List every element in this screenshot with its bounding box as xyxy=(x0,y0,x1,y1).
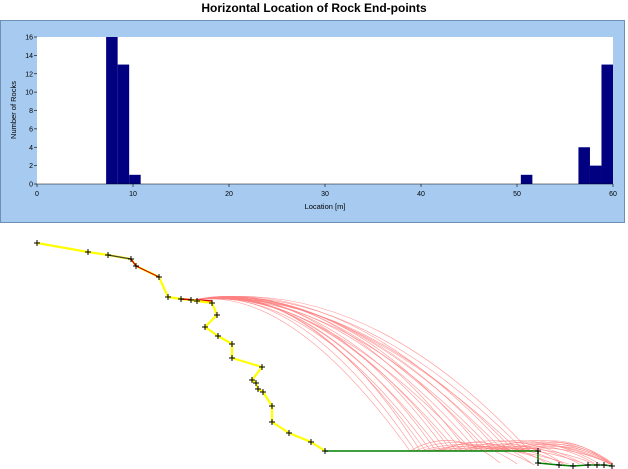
rock-trajectory xyxy=(192,297,463,452)
vertex-marker xyxy=(202,324,208,330)
histogram-panel: 0 2 4 6 8 10 12 14 16 0 10 20 30 40 50 60 Location [m]… xyxy=(0,20,625,223)
vertex-marker xyxy=(253,380,259,386)
vertex-marker xyxy=(128,256,134,262)
vertex-marker xyxy=(601,462,607,468)
histogram-bar xyxy=(117,64,130,184)
vertex-marker xyxy=(609,463,615,469)
rock-trajectory-bounce xyxy=(451,446,566,466)
vertex-marker xyxy=(188,297,194,303)
y-axis-label: Number of Rocks xyxy=(9,81,18,139)
vertex-marker xyxy=(308,439,314,445)
vertex-marker xyxy=(594,462,600,468)
slope-segment-upper xyxy=(36,241,137,267)
slope-segment-lower xyxy=(190,298,326,452)
histogram-bar xyxy=(589,165,602,184)
x-tick-label: 10 xyxy=(129,191,137,198)
histogram-svg: 0 2 4 6 8 10 12 14 16 0 10 20 30 40 50 60 Location [m]… xyxy=(9,35,617,212)
vertex-marker xyxy=(269,403,275,409)
x-tick-label: 50 xyxy=(513,191,521,198)
vertex-marker xyxy=(229,355,235,361)
vertex-marker xyxy=(156,274,162,280)
rock-trajectory xyxy=(194,298,473,452)
vertex-marker xyxy=(259,364,265,370)
rock-trajectory xyxy=(192,298,515,452)
rock-trajectory-bounce xyxy=(519,442,613,464)
x-tick-label: 40 xyxy=(417,191,425,198)
y-tick-label: 16 xyxy=(25,35,33,42)
rock-trajectories xyxy=(192,296,613,466)
y-tick-label: 0 xyxy=(29,182,33,189)
y-tick-label: 2 xyxy=(29,163,33,170)
rock-trajectory xyxy=(194,297,525,452)
vertex-marker xyxy=(570,463,576,469)
chart-title: Horizontal Location of Rock End-points xyxy=(201,1,427,15)
rock-trajectory-bounce xyxy=(482,447,597,466)
vertex-marker xyxy=(178,296,184,302)
vertex-marker xyxy=(165,294,171,300)
vertex-marker xyxy=(286,430,292,436)
plot-area xyxy=(37,37,613,184)
rock-trajectory xyxy=(196,297,484,452)
vertex-marker xyxy=(34,240,40,246)
vertex-marker xyxy=(535,460,541,466)
x-tick-label: 60 xyxy=(609,191,617,198)
x-tick-label: 0 xyxy=(35,191,39,198)
rock-trajectory-bounce xyxy=(409,440,501,464)
y-tick-label: 12 xyxy=(25,71,33,78)
rock-trajectory xyxy=(194,297,499,452)
vertex-markers xyxy=(34,240,615,469)
x-tick-label: 30 xyxy=(321,191,329,198)
histogram-bar xyxy=(129,174,141,184)
y-tick-label: 8 xyxy=(29,108,33,115)
y-tick-label: 14 xyxy=(25,53,33,60)
rock-trajectory xyxy=(195,296,530,452)
rock-trajectory-bounce xyxy=(508,447,611,465)
rock-trajectory xyxy=(195,297,478,452)
histogram-bar xyxy=(601,64,613,184)
vertex-marker xyxy=(249,377,255,383)
histogram-bar xyxy=(520,174,533,184)
rock-trajectory-bounce xyxy=(472,443,563,464)
vertex-marker xyxy=(194,298,200,304)
y-tick-label: 6 xyxy=(29,126,33,133)
vertex-marker xyxy=(535,448,541,454)
vertex-marker xyxy=(322,448,328,454)
rock-trajectory-bounce xyxy=(524,444,613,465)
vertex-marker xyxy=(269,419,275,425)
vertex-marker xyxy=(255,386,261,392)
vertex-marker xyxy=(214,312,220,318)
vertex-marker xyxy=(260,389,266,395)
y-tick-label: 4 xyxy=(29,145,33,152)
histogram-bar xyxy=(578,147,590,184)
rock-trajectory-bounce xyxy=(441,442,532,464)
rock-trajectory-bounce xyxy=(420,444,535,466)
vertex-marker xyxy=(209,300,215,306)
slope-segment-dark xyxy=(107,254,132,260)
vertex-marker xyxy=(85,249,91,255)
rock-trajectory xyxy=(193,297,520,452)
rock-trajectory xyxy=(193,297,416,452)
slope-segment-middle xyxy=(135,265,192,302)
vertex-marker xyxy=(556,462,562,468)
vertex-marker xyxy=(229,341,235,347)
y-tick-label: 10 xyxy=(25,90,33,97)
slope-segment-red xyxy=(135,265,160,278)
rock-trajectory xyxy=(193,298,494,452)
slope-segment-red xyxy=(130,258,137,267)
vertex-marker xyxy=(133,263,139,269)
vertex-marker xyxy=(585,462,591,468)
x-axis-label: Location [m] xyxy=(305,202,346,211)
vertex-marker xyxy=(215,333,221,339)
rock-trajectory xyxy=(196,296,510,452)
slope-profile xyxy=(36,241,613,467)
rock-trajectory xyxy=(195,297,504,452)
vertex-marker xyxy=(105,252,111,258)
rock-trajectory-bounce xyxy=(461,440,601,465)
x-tick-label: 20 xyxy=(225,191,233,198)
histogram-bar xyxy=(106,37,118,184)
rock-trajectory xyxy=(192,298,411,452)
